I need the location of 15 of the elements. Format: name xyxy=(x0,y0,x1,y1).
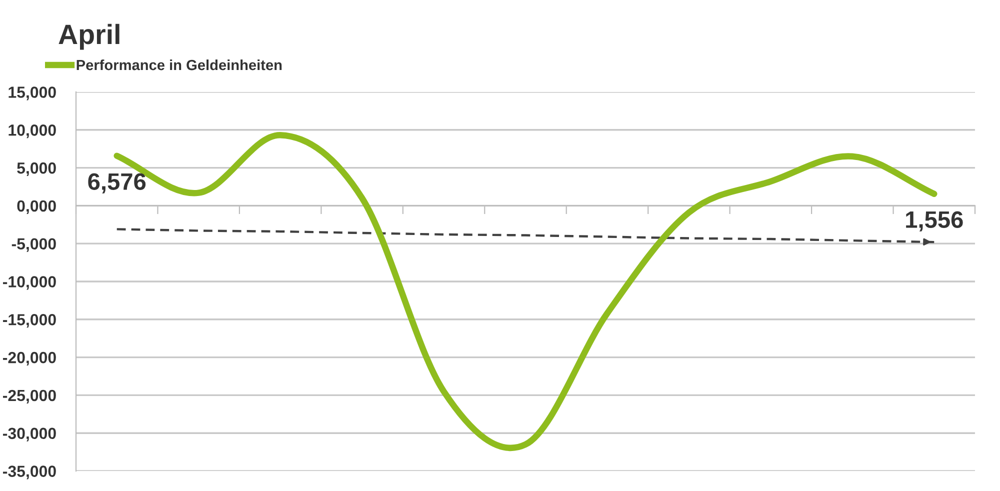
legend-label: Performance in Geldeinheiten xyxy=(76,59,282,70)
data-label: 1,556 xyxy=(906,211,963,232)
y-tick-label: -35,000 xyxy=(3,466,56,480)
y-tick-label: -5,000 xyxy=(12,238,56,252)
y-tick-label: 15,000 xyxy=(8,86,56,100)
y-tick-label: 0,000 xyxy=(17,200,56,214)
y-tick-label: -10,000 xyxy=(3,276,56,290)
y-tick-label: -30,000 xyxy=(3,428,56,442)
chart-title: April xyxy=(58,24,120,50)
y-tick-label: -25,000 xyxy=(3,390,56,404)
data-label: 6,576 xyxy=(88,173,146,194)
y-tick-label: -20,000 xyxy=(3,352,56,366)
y-tick-label: -15,000 xyxy=(3,314,56,328)
y-tick-label: 5,000 xyxy=(17,162,56,176)
y-tick-label: 10,000 xyxy=(8,124,56,138)
